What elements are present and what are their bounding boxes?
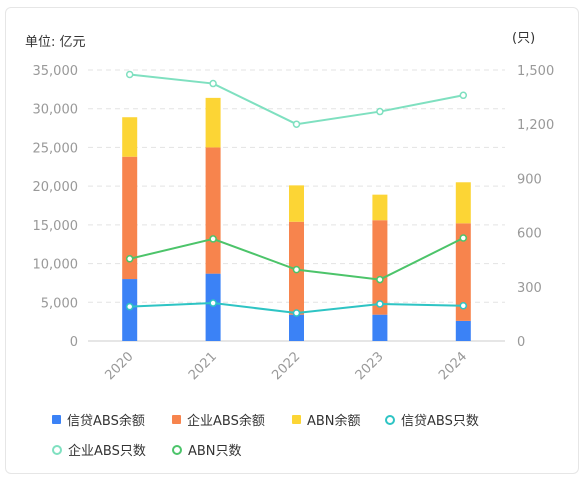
legend-label: 信贷ABS只数 (401, 414, 479, 429)
line-abn-count-point (376, 275, 384, 284)
legend-ring-icon (172, 444, 182, 455)
line-corp-abs-count-point (459, 91, 468, 100)
y-right-tick-label: 1,200 (517, 118, 554, 133)
y-right-tick-label: 300 (517, 281, 542, 296)
legend-swatch-icon (292, 415, 301, 424)
line-credit-abs-count-point (292, 309, 301, 317)
x-tick-label: 2021 (186, 349, 220, 383)
legend-label: 信贷ABS余额 (67, 414, 145, 429)
line-credit-abs-count-point (209, 299, 217, 307)
bar-abn-balance (122, 117, 138, 157)
bar-abn-balance (372, 194, 388, 221)
legend-item-corp-abs-count[interactable]: 企业ABS只数 (52, 440, 146, 459)
legend-ring-icon (385, 414, 395, 425)
line-corp-abs-count-point (376, 107, 384, 116)
bar-credit-abs-balance (289, 314, 304, 341)
x-tick-label: 2024 (436, 349, 470, 383)
bar-corp-abs-balance (372, 220, 388, 315)
legend-label: 企业ABS只数 (68, 444, 146, 459)
legend-swatch-icon (172, 415, 181, 424)
bar-corp-abs-balance (122, 156, 138, 280)
y-left-tick-label: 20,000 (33, 180, 79, 195)
line-abn-count-point (125, 255, 134, 263)
y-right-tick-label: 600 (517, 227, 542, 242)
legend-item-credit-abs-count[interactable]: 信贷ABS只数 (385, 410, 479, 429)
line-corp-abs-count-point (209, 79, 217, 88)
bar-abn-balance (205, 97, 221, 148)
y-left-tick-label: 35,000 (33, 64, 79, 79)
y-right-tick-label: 1,500 (517, 64, 554, 79)
line-corp-abs-count (129, 73, 464, 126)
y-left-tick-label: 10,000 (33, 258, 79, 273)
bar-credit-abs-balance (205, 273, 221, 341)
x-tick-label: 2022 (269, 349, 303, 383)
line-credit-abs-count-point (376, 300, 384, 308)
line-credit-abs-count-point (125, 302, 134, 311)
y-left-tick-label: 25,000 (33, 141, 79, 156)
bar-credit-abs-balance (455, 320, 471, 341)
y-right-tick-label: 900 (517, 172, 542, 187)
legend-ring-icon (52, 444, 62, 455)
y-left-tick-label: 5,000 (41, 296, 78, 311)
legend-label: ABN只数 (188, 444, 242, 459)
y-right-tick-label: 0 (517, 335, 525, 350)
x-tick-label: 2023 (353, 349, 387, 383)
x-tick-label: 2020 (103, 349, 137, 383)
y-left-tick-label: 30,000 (33, 103, 79, 118)
bar-corp-abs-balance (205, 147, 221, 274)
line-corp-abs-count-point (125, 70, 134, 79)
line-abn-count-point (209, 235, 217, 243)
bar-corp-abs-balance (455, 223, 471, 321)
bar-credit-abs-balance (372, 314, 388, 341)
legend-item-abn-count[interactable]: ABN只数 (172, 440, 242, 459)
line-abn-count-point (292, 265, 301, 274)
line-credit-abs-count-point (459, 302, 468, 310)
left-axis-unit: 单位: 亿元 (25, 35, 86, 50)
legend-item-corp-abs-balance[interactable]: 企业ABS余额 (172, 410, 265, 429)
line-corp-abs-count-point (292, 120, 301, 128)
legend-item-abn-balance[interactable]: ABN余额 (292, 410, 361, 429)
y-left-tick-label: 15,000 (33, 219, 79, 234)
legend-item-credit-abs-balance[interactable]: 信贷ABS余额 (52, 410, 145, 429)
legend-label: 企业ABS余额 (187, 414, 265, 429)
legend-label: ABN余额 (307, 414, 361, 429)
bar-abn-balance (455, 182, 471, 224)
legend-swatch-icon (52, 415, 61, 424)
y-left-tick-label: 0 (70, 335, 78, 350)
bar-abn-balance (289, 185, 304, 222)
line-abn-count-point (459, 234, 468, 242)
right-axis-unit: (只) (512, 31, 536, 46)
